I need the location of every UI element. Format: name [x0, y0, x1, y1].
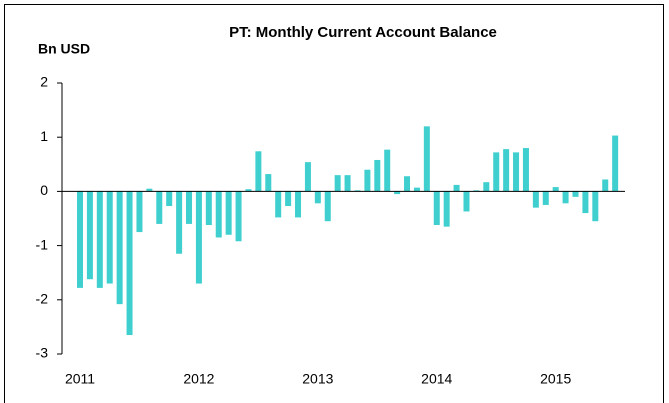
bar — [245, 189, 252, 192]
bar — [334, 175, 341, 192]
bar — [96, 191, 103, 288]
bar — [215, 191, 222, 238]
x-tick-label: 2011 — [65, 371, 95, 387]
bar — [265, 174, 272, 192]
bar — [503, 149, 510, 192]
bar — [612, 135, 619, 192]
bar — [384, 149, 391, 192]
bar — [552, 187, 559, 192]
x-tick-label: 2014 — [421, 371, 452, 387]
y-tick-label: -1 — [36, 236, 49, 252]
frame — [4, 4, 664, 403]
bar — [483, 182, 490, 192]
bar — [304, 162, 311, 192]
bar — [126, 191, 133, 336]
bar — [374, 159, 381, 192]
bar — [186, 191, 193, 224]
bar — [106, 191, 113, 284]
bar — [404, 176, 411, 192]
bar — [314, 191, 321, 204]
bar — [285, 191, 292, 207]
y-tick-label: -2 — [36, 291, 49, 307]
bar — [77, 191, 83, 288]
bar — [255, 151, 262, 192]
y-tick-label: 2 — [40, 74, 48, 90]
bar — [443, 191, 450, 227]
bar — [364, 169, 371, 192]
bar — [582, 191, 589, 214]
y-axis-unit: Bn USD — [38, 41, 90, 57]
bar — [522, 148, 529, 192]
bar — [493, 152, 500, 192]
bar — [344, 175, 351, 192]
bar — [295, 191, 302, 218]
bar — [235, 191, 242, 242]
bar — [156, 191, 163, 224]
bar — [453, 184, 460, 192]
bar — [592, 191, 599, 222]
bar — [413, 187, 420, 192]
bar — [205, 191, 212, 226]
bar — [225, 191, 232, 235]
bar — [166, 191, 173, 207]
bar — [433, 191, 440, 226]
bar — [572, 191, 579, 197]
bar — [423, 126, 430, 192]
y-tick-label: -3 — [36, 345, 49, 361]
bar — [136, 191, 143, 233]
bar — [195, 191, 202, 284]
bar — [513, 152, 520, 192]
y-tick-label: 0 — [40, 182, 48, 198]
x-tick-label: 2015 — [540, 371, 571, 387]
bar — [176, 191, 183, 254]
bar — [602, 179, 609, 192]
bar — [532, 191, 539, 208]
x-tick-label: 2013 — [302, 371, 333, 387]
bar — [542, 191, 549, 205]
bar — [354, 190, 361, 192]
bar — [86, 191, 93, 280]
chart-title: PT: Monthly Current Account Balance — [229, 24, 497, 41]
bar — [463, 191, 470, 212]
y-tick-label: 1 — [40, 128, 48, 144]
bar — [324, 191, 331, 222]
bar — [146, 188, 153, 192]
bar — [394, 191, 401, 195]
bar — [116, 191, 123, 305]
bar — [562, 191, 569, 204]
bar — [275, 191, 282, 218]
x-tick-label: 2012 — [183, 371, 214, 387]
bar — [473, 190, 480, 192]
